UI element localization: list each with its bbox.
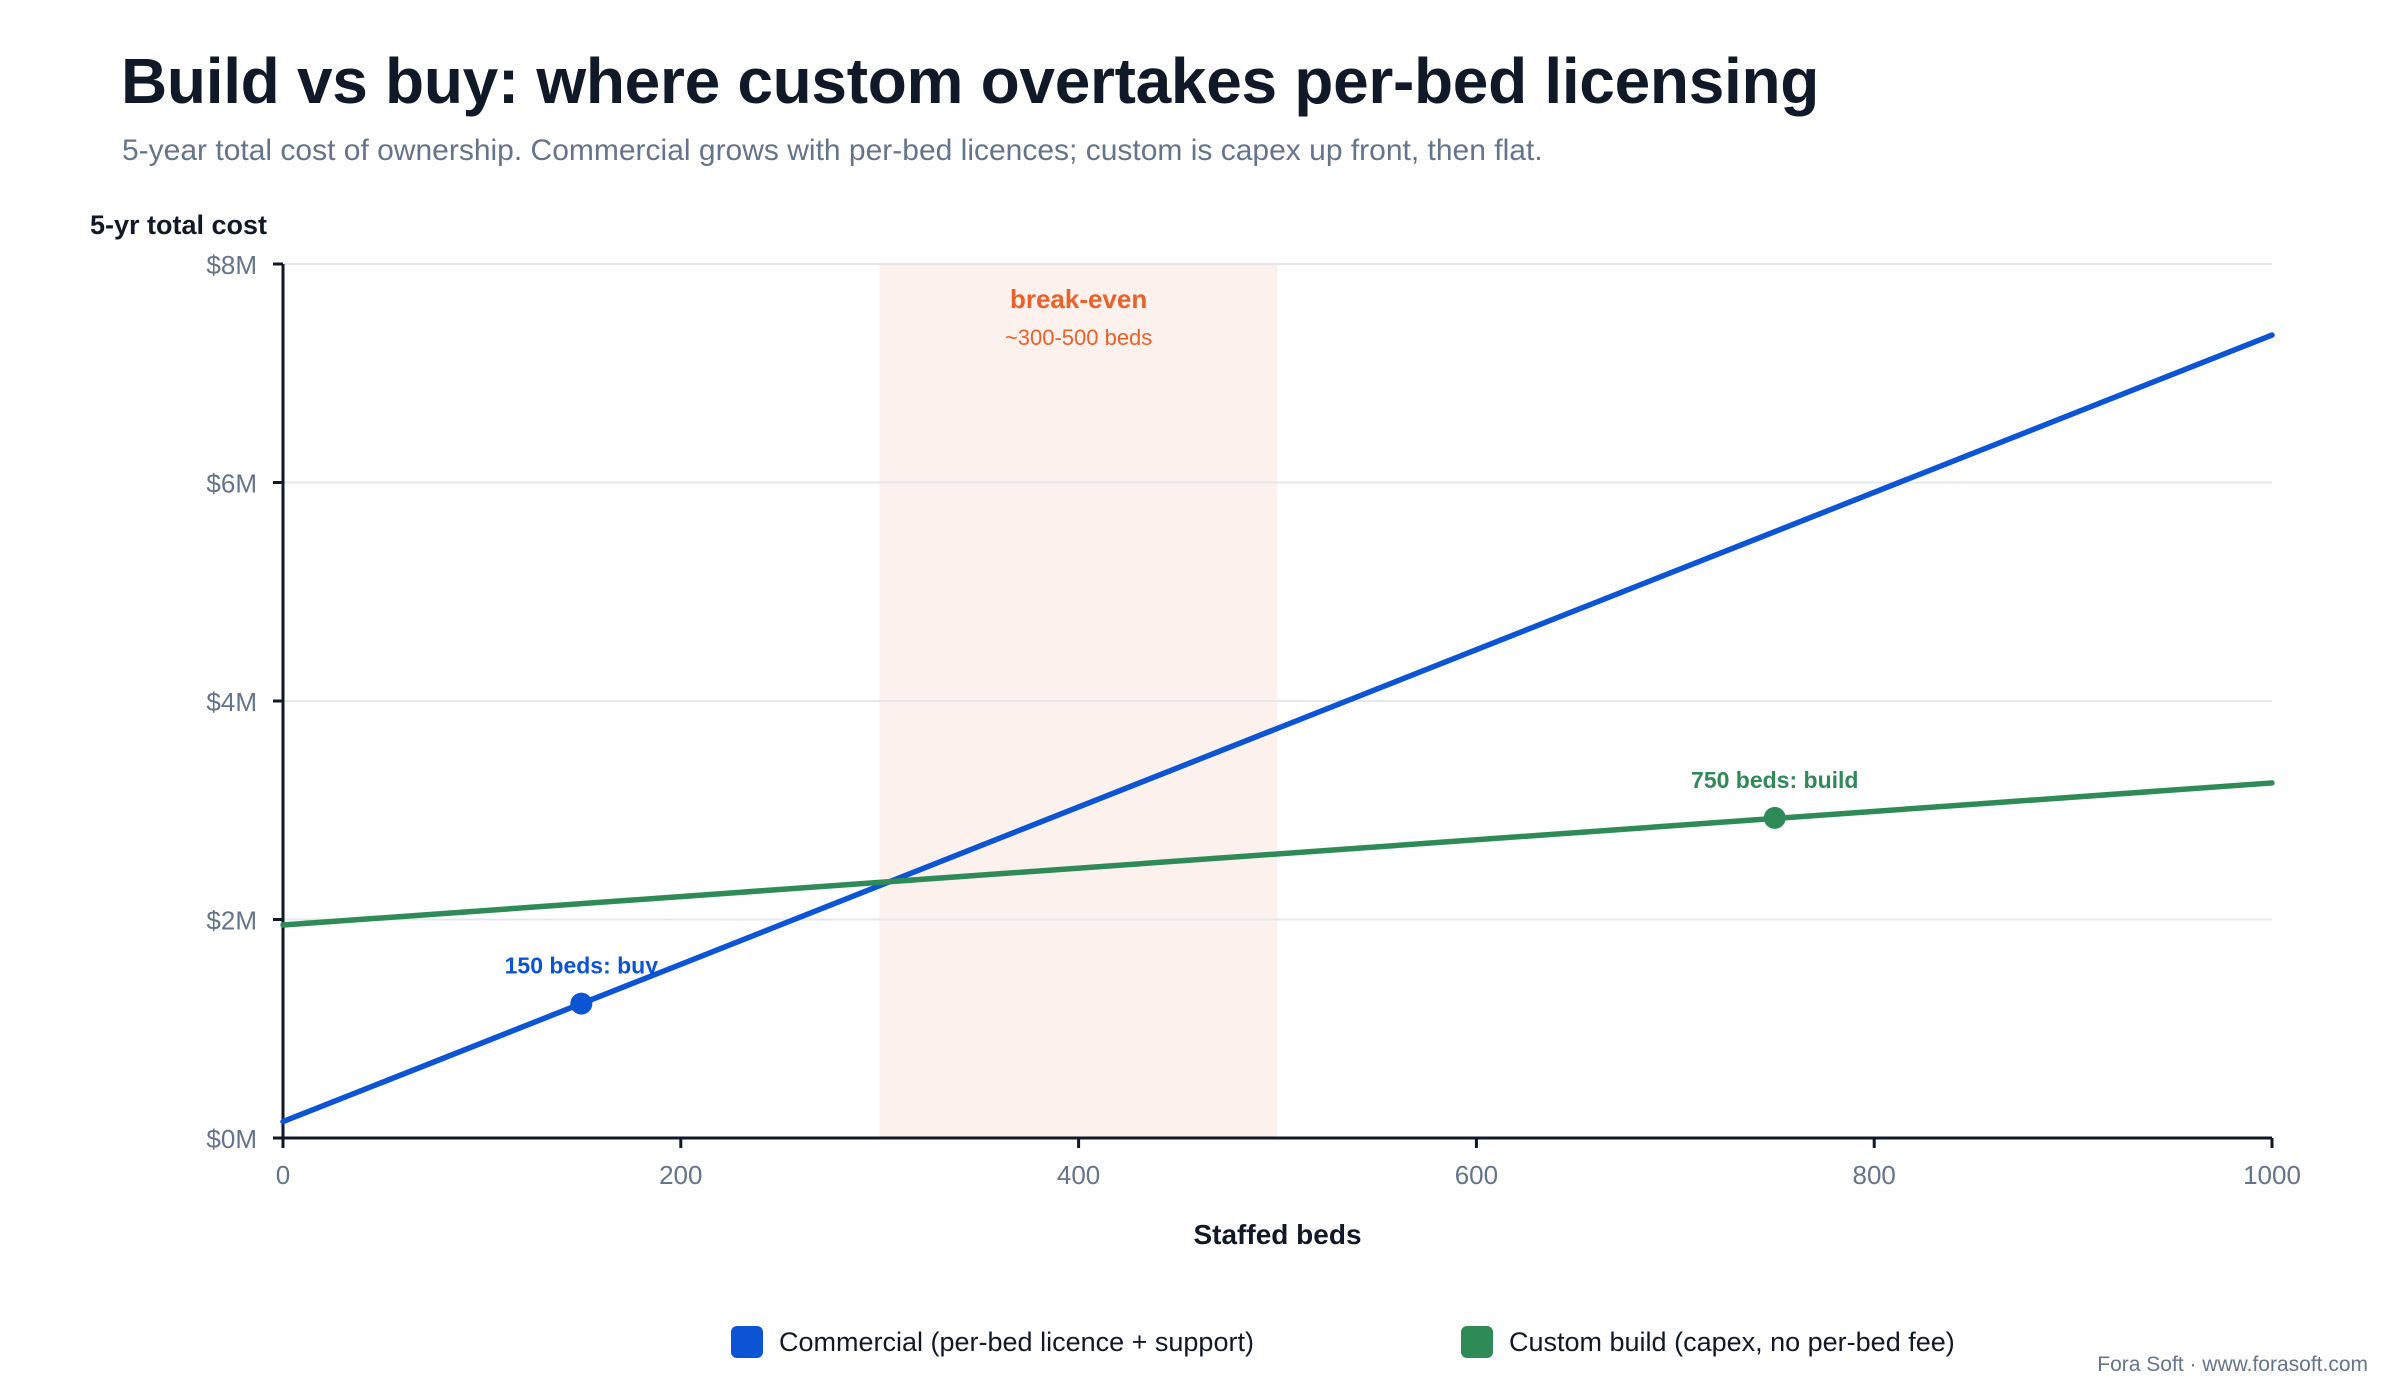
y-tick-label-0: $0M <box>206 1124 257 1154</box>
point-label-build-marker: 750 beds: build <box>1691 767 1858 793</box>
x-tick-label-2: 400 <box>1057 1160 1100 1190</box>
legend-item-commercial: Commercial (per-bed licence + support) <box>731 1322 1254 1362</box>
legend-swatch-custom <box>1461 1326 1493 1358</box>
chart-subtitle: 5-year total cost of ownership. Commerci… <box>122 134 1543 167</box>
y-tick-label-3: $6M <box>206 469 257 499</box>
x-tick-label-1: 200 <box>659 1160 702 1190</box>
y-tick-label-4: $8M <box>206 250 257 280</box>
x-tick-label-0: 0 <box>276 1160 290 1190</box>
break-even-label: break-even <box>1010 284 1147 314</box>
point-label-buy-marker: 150 beds: buy <box>505 953 659 979</box>
x-tick-label-4: 800 <box>1853 1160 1896 1190</box>
chart-title: Build vs buy: where custom overtakes per… <box>121 45 1820 117</box>
y-tick-label-2: $4M <box>206 687 257 717</box>
chart-legend: Commercial (per-bed licence + support) C… <box>0 1322 2400 1372</box>
footer-credit: Fora Soft · www.forasoft.com <box>2097 1353 2368 1376</box>
series-line-custom <box>280 780 2275 928</box>
series-line-commercial <box>280 332 2275 1125</box>
x-tick-label-5: 1000 <box>2243 1160 2301 1190</box>
legend-item-custom: Custom build (capex, no per-bed fee) <box>1461 1322 1955 1362</box>
y-axis-title: 5-yr total cost <box>90 210 267 240</box>
point-build-marker <box>1763 806 1786 829</box>
x-tick-label-3: 600 <box>1455 1160 1498 1190</box>
x-axis-title: Staffed beds <box>1193 1219 1361 1250</box>
y-tick-label-1: $2M <box>206 906 257 936</box>
point-buy-marker <box>570 992 593 1015</box>
chart-plot: $0M $2M $4M $6M $8M 0 200 400 600 800 1000 5-yr tot… <box>90 210 2301 1250</box>
legend-label-custom: Custom build (capex, no per-bed fee) <box>1509 1326 1955 1357</box>
legend-label-commercial: Commercial (per-bed licence + support) <box>779 1326 1254 1357</box>
legend-swatch-commercial <box>731 1326 763 1358</box>
break-even-range-label: ~300-500 beds <box>1005 325 1152 350</box>
